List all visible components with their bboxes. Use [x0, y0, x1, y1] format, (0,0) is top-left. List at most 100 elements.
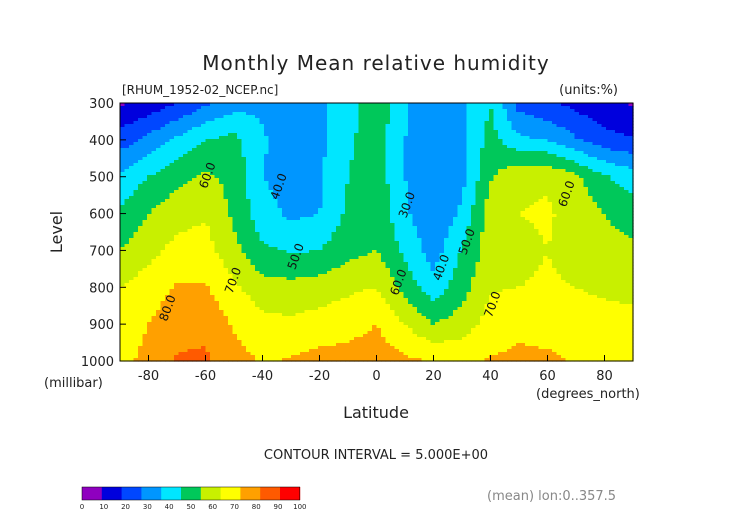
- contour-cell: [570, 127, 576, 131]
- contour-cell: [471, 166, 477, 170]
- contour-cell: [538, 136, 544, 140]
- contour-cell: [390, 103, 396, 107]
- contour-cell: [358, 199, 364, 203]
- contour-cell: [232, 154, 238, 158]
- contour-cell: [556, 202, 562, 206]
- contour-cell: [232, 166, 238, 170]
- contour-cell: [570, 145, 576, 149]
- contour-cell: [331, 139, 337, 143]
- contour-cell: [295, 133, 301, 137]
- contour-cell: [156, 124, 162, 128]
- contour-cell: [444, 118, 450, 122]
- contour-cell: [498, 160, 504, 164]
- contour-cell: [502, 217, 508, 221]
- contour-cell: [507, 148, 513, 152]
- contour-cell: [151, 178, 157, 182]
- contour-cell: [448, 214, 454, 218]
- contour-cell: [300, 103, 306, 107]
- contour-cell: [223, 178, 229, 182]
- contour-cell: [286, 133, 292, 137]
- contour-cell: [277, 139, 283, 143]
- contour-cell: [232, 106, 238, 110]
- contour-cell: [561, 190, 567, 194]
- contour-cell: [232, 187, 238, 191]
- contour-cell: [318, 190, 324, 194]
- contour-cell: [547, 118, 553, 122]
- contour-cell: [475, 133, 481, 137]
- contour-cell: [516, 199, 522, 203]
- contour-cell: [439, 157, 445, 161]
- contour-cell: [475, 184, 481, 188]
- contour-cell: [556, 112, 562, 116]
- contour-cell: [174, 166, 180, 170]
- contour-cell: [138, 199, 144, 203]
- contour-cell: [435, 109, 441, 113]
- contour-cell: [561, 130, 567, 134]
- contour-cell: [205, 148, 211, 152]
- contour-cell: [624, 133, 630, 137]
- contour-cell: [570, 163, 576, 167]
- contour-cell: [237, 163, 243, 167]
- contour-cell: [484, 214, 490, 218]
- contour-cell: [300, 199, 306, 203]
- contour-cell: [318, 139, 324, 143]
- contour-cell: [412, 175, 418, 179]
- contour-cell: [556, 106, 562, 110]
- contour-cell: [354, 106, 360, 110]
- contour-cell: [205, 151, 211, 155]
- contour-cell: [453, 193, 459, 197]
- contour-cell: [552, 157, 558, 161]
- contour-cell: [169, 220, 175, 224]
- contour-cell: [237, 160, 243, 164]
- contour-cell: [619, 115, 625, 119]
- contour-cell: [381, 157, 387, 161]
- contour-cell: [547, 202, 553, 206]
- contour-cell: [129, 145, 135, 149]
- contour-cell: [151, 205, 157, 209]
- contour-cell: [174, 160, 180, 164]
- contour-cell: [615, 133, 621, 137]
- contour-cell: [525, 178, 531, 182]
- contour-cell: [606, 115, 612, 119]
- contour-cell: [349, 214, 355, 218]
- contour-cell: [331, 175, 337, 179]
- contour-cell: [129, 226, 135, 230]
- contour-cell: [583, 193, 589, 197]
- contour-cell: [309, 223, 315, 227]
- contour-cell: [264, 118, 270, 122]
- contour-cell: [138, 181, 144, 185]
- contour-cell: [462, 172, 468, 176]
- contour-cell: [331, 220, 337, 224]
- contour-cell: [138, 208, 144, 212]
- contour-cell: [264, 178, 270, 182]
- contour-cell: [327, 130, 333, 134]
- contour-cell: [408, 199, 414, 203]
- contour-cell: [228, 157, 234, 161]
- contour-cell: [277, 202, 283, 206]
- contour-cell: [444, 166, 450, 170]
- contour-cell: [210, 181, 216, 185]
- contour-cell: [462, 205, 468, 209]
- contour-cell: [403, 160, 409, 164]
- contour-cell: [237, 169, 243, 173]
- contour-cell: [498, 232, 504, 236]
- contour-cell: [502, 109, 508, 113]
- contour-cell: [462, 166, 468, 170]
- contour-cell: [588, 187, 594, 191]
- contour-cell: [399, 229, 405, 233]
- contour-cell: [313, 115, 319, 119]
- contour-cell: [493, 172, 499, 176]
- contour-cell: [295, 190, 301, 194]
- contour-cell: [174, 178, 180, 182]
- contour-cell: [439, 136, 445, 140]
- contour-cell: [457, 121, 463, 125]
- contour-cell: [183, 193, 189, 197]
- dataset-label: [RHUM_1952-02_NCEP.nc]: [122, 83, 278, 97]
- contour-cell: [502, 184, 508, 188]
- contour-cell: [129, 166, 135, 170]
- contour-cell: [597, 208, 603, 212]
- contour-cell: [178, 181, 184, 185]
- contour-cell: [484, 148, 490, 152]
- contour-cell: [160, 124, 166, 128]
- contour-cell: [471, 118, 477, 122]
